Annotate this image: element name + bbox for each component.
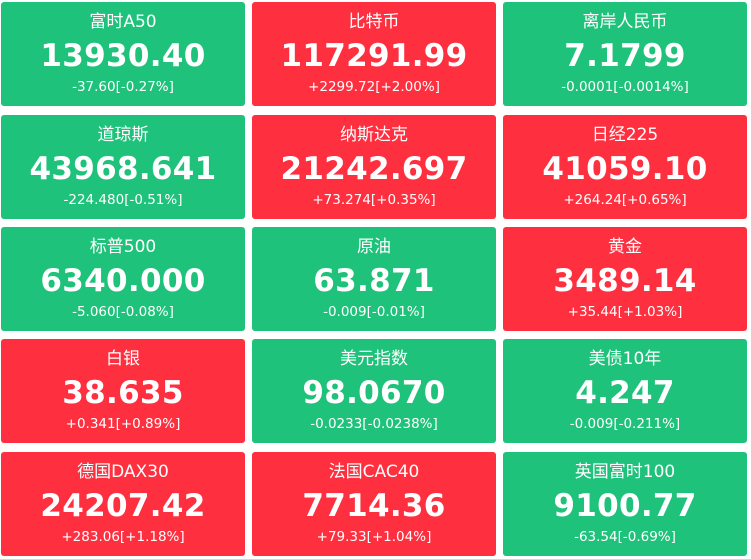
- quote-change: +35.44[+1.03%]: [567, 304, 683, 320]
- quote-price: 38.635: [62, 375, 184, 411]
- quote-tile-ftse-china-a50[interactable]: 富时A50 13930.40 -37.60[-0.27%]: [1, 2, 245, 106]
- quote-price: 63.871: [313, 263, 435, 299]
- quote-change: +264.24[+0.65%]: [563, 192, 687, 208]
- quote-change: -5.060[-0.08%]: [72, 304, 174, 320]
- quote-tile-us-10y-treasury[interactable]: 美债10年 4.247 -0.009[-0.211%]: [503, 339, 747, 443]
- quote-change: +2299.72[+2.00%]: [308, 79, 440, 95]
- quote-change: -0.009[-0.01%]: [323, 304, 425, 320]
- quote-name: 美债10年: [588, 349, 662, 369]
- quote-price: 41059.10: [542, 151, 708, 187]
- quote-tile-crude-oil[interactable]: 原油 63.871 -0.009[-0.01%]: [252, 227, 496, 331]
- quote-change: -0.0001[-0.0014%]: [561, 79, 689, 95]
- quote-name: 离岸人民币: [582, 12, 668, 32]
- quote-tile-silver[interactable]: 白银 38.635 +0.341[+0.89%]: [1, 339, 245, 443]
- quote-tile-nikkei-225[interactable]: 日经225 41059.10 +264.24[+0.65%]: [503, 115, 747, 219]
- quote-tile-cac40[interactable]: 法国CAC40 7714.36 +79.33[+1.04%]: [252, 452, 496, 556]
- quote-tile-offshore-rmb[interactable]: 离岸人民币 7.1799 -0.0001[-0.0014%]: [503, 2, 747, 106]
- quote-change: -224.480[-0.51%]: [63, 192, 183, 208]
- quote-tile-gold[interactable]: 黄金 3489.14 +35.44[+1.03%]: [503, 227, 747, 331]
- quote-name: 法国CAC40: [328, 462, 420, 482]
- quote-name: 原油: [357, 237, 391, 257]
- quote-change: +73.274[+0.35%]: [312, 192, 436, 208]
- quote-tile-sp500[interactable]: 标普500 6340.000 -5.060[-0.08%]: [1, 227, 245, 331]
- quote-price: 4.247: [575, 375, 675, 411]
- quote-change: -0.009[-0.211%]: [569, 416, 681, 432]
- quote-tile-ftse-100[interactable]: 英国富时100 9100.77 -63.54[-0.69%]: [503, 452, 747, 556]
- quote-price: 9100.77: [553, 488, 697, 524]
- quote-change: -63.54[-0.69%]: [574, 529, 676, 545]
- quote-price: 7.1799: [564, 38, 686, 74]
- quote-tile-dax30[interactable]: 德国DAX30 24207.42 +283.06[+1.18%]: [1, 452, 245, 556]
- quote-price: 43968.641: [29, 151, 217, 187]
- quote-name: 富时A50: [89, 12, 157, 32]
- quote-name: 日经225: [591, 125, 659, 145]
- quote-name: 道琼斯: [97, 125, 149, 145]
- quote-price: 21242.697: [280, 151, 468, 187]
- quote-price: 6340.000: [40, 263, 206, 299]
- quote-name: 比特币: [348, 12, 400, 32]
- quote-change: -37.60[-0.27%]: [72, 79, 174, 95]
- quote-change: +0.341[+0.89%]: [65, 416, 181, 432]
- quote-name: 白银: [106, 349, 140, 369]
- quote-name: 英国富时100: [574, 462, 676, 482]
- quote-name: 德国DAX30: [77, 462, 169, 482]
- quote-name: 黄金: [608, 237, 642, 257]
- quote-name: 纳斯达克: [340, 125, 408, 145]
- quote-price: 3489.14: [553, 263, 697, 299]
- quote-price: 13930.40: [40, 38, 206, 74]
- quote-tile-bitcoin[interactable]: 比特币 117291.99 +2299.72[+2.00%]: [252, 2, 496, 106]
- quote-tile-nasdaq[interactable]: 纳斯达克 21242.697 +73.274[+0.35%]: [252, 115, 496, 219]
- quote-price: 7714.36: [302, 488, 446, 524]
- quote-price: 117291.99: [280, 38, 468, 74]
- quote-price: 24207.42: [40, 488, 206, 524]
- quote-change: +283.06[+1.18%]: [61, 529, 185, 545]
- quote-change: +79.33[+1.04%]: [316, 529, 432, 545]
- quote-tile-dollar-index[interactable]: 美元指数 98.0670 -0.0233[-0.0238%]: [252, 339, 496, 443]
- quote-change: -0.0233[-0.0238%]: [310, 416, 438, 432]
- quote-tile-dow-jones[interactable]: 道琼斯 43968.641 -224.480[-0.51%]: [1, 115, 245, 219]
- quote-price: 98.0670: [302, 375, 446, 411]
- quote-name: 美元指数: [340, 349, 408, 369]
- quote-name: 标普500: [89, 237, 157, 257]
